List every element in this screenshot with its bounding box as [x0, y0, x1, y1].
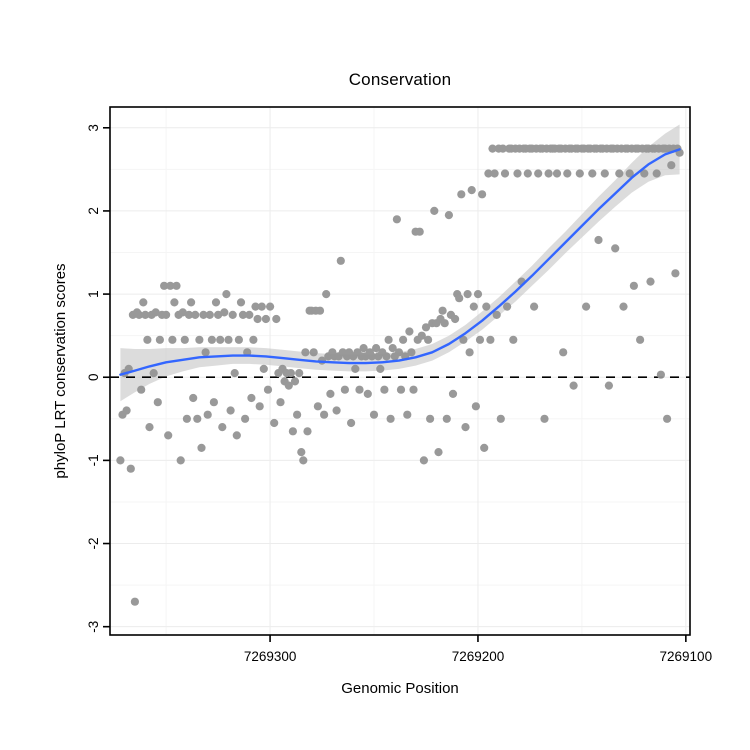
- y-tick-label: 1: [86, 290, 101, 298]
- x-axis-label: Genomic Position: [341, 680, 459, 697]
- smooth-line: [119, 148, 681, 376]
- y-tick-label: -3: [86, 621, 101, 633]
- y-tick-label: -1: [86, 454, 101, 466]
- chart-title: Conservation: [348, 70, 452, 89]
- x-tick-label: 7269200: [452, 649, 505, 664]
- scatter-points: [116, 144, 684, 606]
- panel-border: [109, 106, 691, 636]
- axis-tick-labels: 7269300 7269200 7269100 -3 -2 -1 0 1 2 3: [86, 124, 712, 664]
- grid-major: [110, 107, 690, 635]
- x-tick-label: 7269300: [244, 649, 297, 664]
- y-tick-label: 0: [86, 373, 101, 381]
- y-tick-label: -2: [86, 537, 101, 549]
- y-tick-label: 2: [86, 207, 101, 215]
- y-tick-label: 3: [86, 124, 101, 132]
- panel-background: [110, 107, 690, 635]
- x-tick-label: 7269100: [660, 649, 713, 664]
- grid-minor: [110, 107, 690, 635]
- axis-ticks: [103, 126, 687, 642]
